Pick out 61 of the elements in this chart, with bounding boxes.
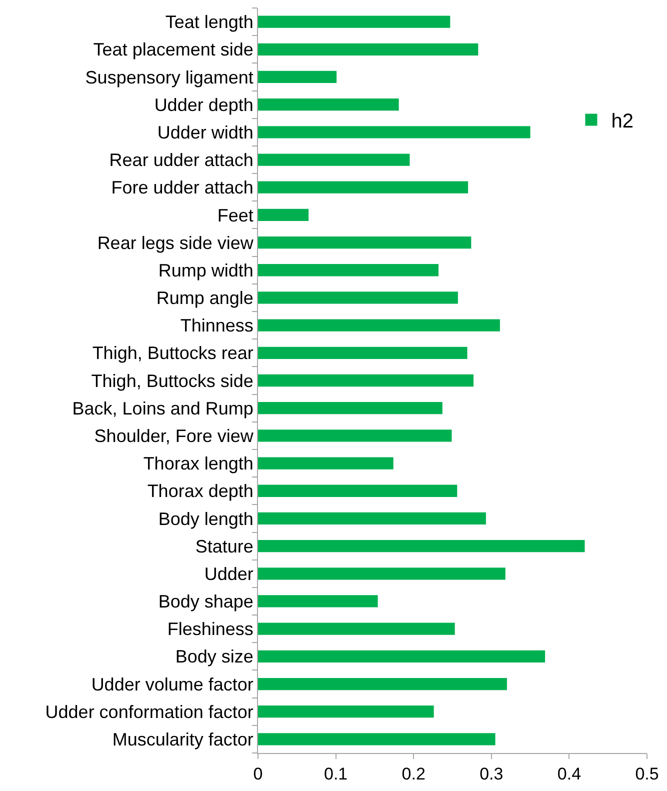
- bar: [258, 264, 438, 276]
- x-tick-label: 0.4: [557, 764, 582, 784]
- y-tick-label: Fore udder attach: [111, 178, 254, 198]
- y-tick-label: Udder width: [157, 122, 254, 142]
- y-tick-label: Thinness: [180, 316, 254, 336]
- bar: [258, 374, 474, 387]
- bar: [258, 70, 337, 84]
- y-tick-label: Teat length: [165, 12, 254, 32]
- y-tick-label: Stature: [195, 536, 254, 556]
- y-tick-label: Thigh, Buttocks rear: [92, 343, 254, 364]
- y-tick-label: Udder volume factor: [91, 674, 254, 694]
- y-tick-label: Fleshiness: [167, 619, 254, 640]
- bar: [258, 208, 309, 222]
- y-tick-label: Rump angle: [156, 288, 254, 308]
- bar: [258, 16, 450, 28]
- bar: [258, 236, 472, 249]
- x-tick-label: 0.3: [480, 764, 504, 784]
- y-tick-label: Udder depth: [154, 94, 254, 115]
- x-tick-label: 0.5: [635, 764, 659, 784]
- bar: [258, 457, 394, 470]
- y-tick-label: Body shape: [158, 592, 254, 612]
- bar: [258, 484, 458, 497]
- bar: [258, 650, 546, 662]
- x-tick-label: 0.2: [402, 764, 426, 784]
- bar: [258, 346, 468, 359]
- y-tick-label: Rump width: [158, 260, 254, 280]
- bar: [258, 181, 468, 194]
- y-tick-label: Feet: [217, 205, 254, 226]
- bar: [258, 622, 455, 635]
- bar: [258, 402, 442, 414]
- bar: [258, 595, 378, 608]
- y-tick-label: Thigh, Buttocks side: [91, 370, 254, 391]
- bar: [258, 319, 500, 332]
- bar: [258, 126, 530, 138]
- bar: [258, 292, 458, 304]
- x-tick-label: 0: [253, 764, 263, 784]
- bar: [258, 98, 399, 111]
- y-tick-label: Thorax length: [143, 454, 254, 474]
- y-tick-label: Body length: [158, 508, 254, 529]
- y-tick-label: Muscularity factor: [112, 730, 254, 750]
- bar: [258, 43, 478, 56]
- bar: [258, 512, 486, 525]
- y-tick-label: Suspensory ligament: [85, 67, 254, 88]
- bar: [258, 678, 507, 690]
- y-tick-label: Body size: [175, 646, 254, 667]
- bar: [258, 540, 585, 552]
- bar: [258, 154, 410, 166]
- legend-label: h2: [611, 110, 634, 133]
- y-tick-label: Thorax depth: [147, 481, 254, 502]
- y-tick-label: Shoulder, Fore view: [94, 426, 254, 446]
- bar: [258, 733, 496, 746]
- y-tick-label: Teat placement side: [93, 40, 254, 60]
- bar: [258, 568, 506, 580]
- y-tick-label: Rear legs side view: [97, 232, 254, 253]
- x-tick-label: 0.1: [324, 764, 348, 784]
- y-tick-label: Udder conformation factor: [45, 702, 254, 722]
- y-tick-label: Back, Loins and Rump: [72, 398, 254, 418]
- bar: [258, 706, 434, 718]
- bar: [258, 430, 452, 442]
- y-tick-label: Udder: [204, 564, 254, 584]
- y-tick-label: Rear udder attach: [109, 150, 254, 170]
